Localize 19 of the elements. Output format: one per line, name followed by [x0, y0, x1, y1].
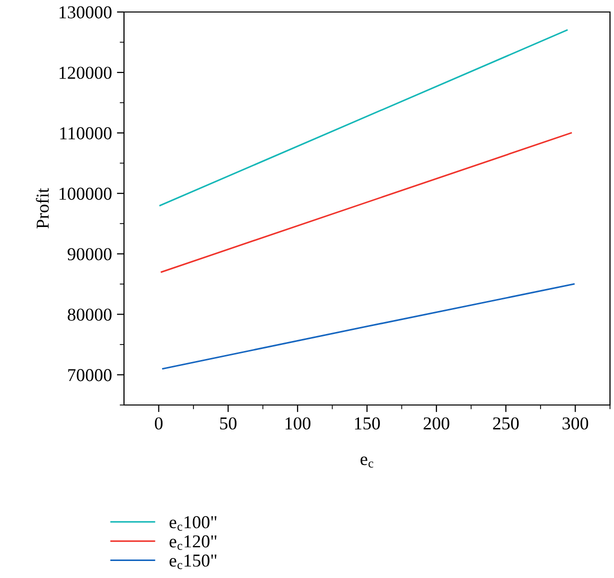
y-tick-label: 120000: [60, 66, 112, 79]
y-tick-label: 80000: [68, 308, 112, 321]
x-tick-label: 100: [286, 417, 310, 430]
legend-label: e$_{c}$100": [170, 516, 216, 531]
y-tick-label: 130000: [60, 6, 112, 18]
x-tick-label: 0: [154, 417, 163, 430]
y-axis-title: Profit: [36, 188, 49, 229]
y-tick-label: 100000: [60, 188, 112, 200]
x-tick-label: 300: [562, 417, 588, 430]
x-tick-label: 150: [355, 417, 380, 430]
x-tick-label: 250: [493, 417, 519, 430]
legend-label: e$_{c}$150": [170, 554, 216, 570]
y-tick-label: 90000: [68, 248, 112, 260]
x-tick-label: 50: [220, 417, 236, 430]
y-tick-label: 110000: [60, 127, 112, 140]
x-axis-title: e$_{c}$: [360, 456, 374, 468]
y-tick-label: 70000: [68, 369, 112, 382]
x-tick-label: 200: [424, 417, 450, 430]
legend-label: e$_{c}$120": [170, 535, 216, 550]
